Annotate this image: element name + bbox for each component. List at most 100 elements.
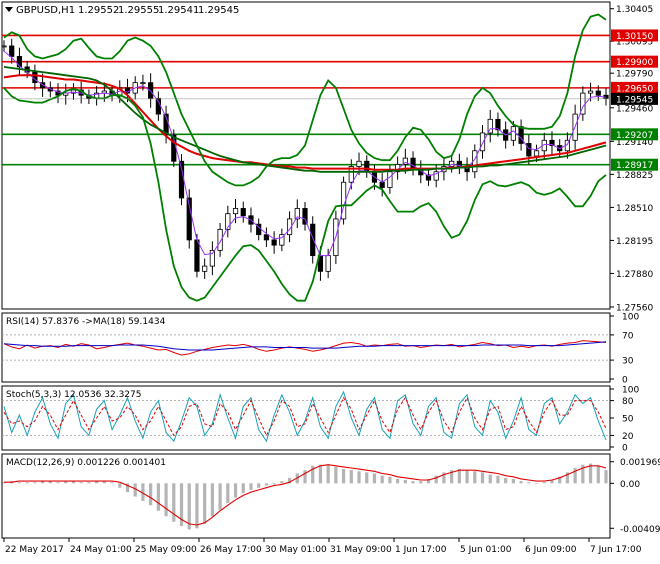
price-tick-label: 1.27880 [616,270,653,280]
level-price-tag-label: 1.29900 [616,58,653,68]
ohlc-low: 1.29541 [158,5,199,16]
macd-tick-label: 0.001969 [620,458,660,468]
collapse-triangle-icon[interactable] [5,7,13,12]
rsi-tick-label: 100 [622,313,639,323]
rsi-label: RSI(14) 57.8376 ->MA(18) 59.1434 [6,317,166,327]
candle-body [495,118,501,131]
candle-body [271,239,277,246]
macd-histogram-bar [588,463,593,484]
level-price-tag-label: 1.29207 [616,131,653,141]
macd-histogram-bar [272,483,276,485]
macd-plot-layer [2,463,608,530]
stoch-label: Stoch(5,3,3) 12.0536 32.3275 [6,390,141,400]
macd-histogram-bar [56,482,60,484]
macd-histogram-bar [133,483,137,497]
candle-body [595,90,601,96]
current-price-tag [611,92,658,105]
oscillator-line-1 [3,396,607,437]
macd-histogram-bar [311,465,315,484]
macd-histogram-bar [318,464,323,484]
candle-body [348,166,354,183]
candle-body [209,249,215,267]
macd-histogram-bar [102,481,106,484]
macd-histogram-bar [156,483,160,511]
macd-histogram-bar [2,482,6,484]
macd-histogram-bar [118,483,122,488]
time-tick-label: 7 Jun 17:00 [590,545,642,555]
candle-body [240,208,246,217]
time-tick-label: 24 May 01:00 [70,545,132,555]
macd-histogram-bar [226,483,230,504]
macd-histogram-bar [218,483,222,510]
macd-histogram-bar [141,483,145,501]
macd-histogram-bar [357,471,361,484]
macd-histogram-bar [17,482,22,484]
series-band-upper [3,13,607,187]
rsi-plot-layer [2,334,610,361]
candle-body [70,89,77,94]
macd-histogram-bar [550,480,554,484]
level-price-tag [611,55,658,68]
price-tick-label: 1.30095 [616,38,653,48]
macd-histogram-bar [179,483,184,527]
macd-histogram-bar [172,483,176,522]
candle-body [402,157,408,165]
level-price-tag [611,29,658,42]
macd-histogram-bar [565,472,570,484]
time-tick-label: 25 May 09:00 [135,545,197,555]
candle-body [364,160,370,173]
macd-histogram-bar [542,482,546,484]
candle-body [526,143,532,157]
stoch-tick-label: 100 [622,386,639,396]
series-band-lower [3,87,607,302]
macd-histogram-bar [280,481,284,484]
candle-body [140,82,146,85]
macd-histogram-bar [380,475,384,484]
macd-histogram-bar [303,470,307,484]
macd-histogram-bar [388,476,392,484]
price-tick-label: 1.29140 [616,138,653,148]
candle-body [379,181,385,188]
rsi-tick-label: 70 [622,331,634,341]
macd-histogram-bar [573,467,577,484]
macd-histogram-bar [457,469,461,484]
candle-body [310,223,316,257]
macd-histogram-bar [334,466,338,484]
candle-body [302,208,308,225]
macd-histogram-bar [411,481,415,484]
level-price-tag [611,158,658,171]
level-price-tag-label: 1.28917 [616,161,653,171]
candle-body [356,160,362,167]
time-tick-label: 6 Jun 09:00 [525,545,577,555]
candle-body [232,208,239,215]
macd-histogram-bar [480,472,485,484]
macd-histogram-bar [534,483,539,484]
macd-histogram-bar [249,483,253,490]
macd-histogram-bar [511,478,515,484]
macd-panel [1,453,611,539]
macd-histogram-bar [442,472,446,484]
macd-histogram-bar [195,483,199,529]
main-plot-layer [2,13,610,302]
symbol-label: GBPUSD,H1 [16,5,75,16]
stoch-tick-label: 0 [622,444,628,454]
macd-histogram-bar [596,465,600,484]
stoch-plot-layer [2,390,610,443]
macd-histogram-bar [95,481,99,484]
candle-body [387,171,393,188]
macd-histogram-bar [341,469,346,484]
ohlc-open: 1.29552 [78,5,119,16]
oscillator-line-1 [3,341,607,351]
stoch-tick-label: 50 [622,415,634,425]
candle-body [549,139,555,146]
price-tick-label: 1.29790 [616,70,653,80]
macd-histogram-bar [233,483,238,498]
price-tick-label: 1.27560 [616,304,653,314]
stoch-tick-label: 20 [622,432,634,442]
macd-histogram-bar [264,483,269,486]
macd-histogram-bar [149,483,153,506]
rsi-tick-label: 0 [622,376,628,386]
price-tick-label: 1.30405 [616,5,653,15]
macd-histogram-bar [365,472,369,484]
